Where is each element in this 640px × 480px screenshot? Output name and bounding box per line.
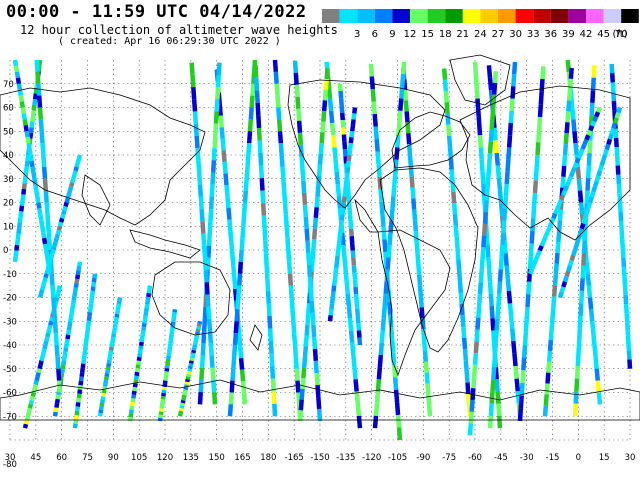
- lon-tick-label: -165: [285, 453, 304, 463]
- lon-tick-label: 165: [234, 453, 250, 463]
- lon-tick-label: -75: [442, 453, 456, 463]
- created-timestamp: ( created: Apr 16 06:29:30 UTC 2022 ): [58, 36, 281, 47]
- lon-tick-label: 180: [260, 453, 276, 463]
- lat-tick-label: 10: [3, 222, 14, 232]
- legend-label: 18: [439, 29, 452, 40]
- legend-swatch: [427, 9, 446, 23]
- lon-tick-label: 90: [108, 453, 119, 463]
- legend-label: 15: [421, 29, 434, 40]
- legend-label: 12: [404, 29, 417, 40]
- lat-tick-label: -30: [3, 317, 17, 327]
- lon-tick-label: -60: [468, 453, 482, 463]
- legend-label: 24: [474, 29, 487, 40]
- lat-tick-label: -80: [3, 460, 17, 470]
- legend-label: 30: [509, 29, 522, 40]
- lat-tick-label: -20: [3, 294, 17, 304]
- lon-tick-label: -45: [494, 453, 508, 463]
- legend-swatch: [410, 9, 428, 23]
- legend-label: 42: [580, 29, 593, 40]
- lon-tick-label: -15: [546, 453, 560, 463]
- lon-tick-label: -120: [362, 453, 381, 463]
- lat-tick-label: 30: [3, 175, 14, 185]
- lon-tick-label: 45: [30, 453, 41, 463]
- color-legend: 3 6 9 12 15 18 21 24 27 30 33 36 39 42 45 70(ft): [322, 9, 639, 40]
- lat-tick-label: 70: [3, 80, 14, 90]
- legend-swatch: [462, 9, 481, 23]
- lon-tick-label: 135: [183, 453, 199, 463]
- legend-swatch: [603, 9, 622, 23]
- legend-label: 39: [562, 29, 575, 40]
- legend-swatch: [621, 9, 639, 23]
- lon-tick-label: -135: [336, 453, 355, 463]
- legend-label: 6: [372, 29, 378, 40]
- legend-swatch: [445, 9, 463, 23]
- lon-tick-label: 150: [209, 453, 225, 463]
- lat-tick-label: -10: [3, 270, 17, 280]
- lon-tick-label: 15: [599, 453, 610, 463]
- lon-tick-label: 0: [576, 453, 581, 463]
- lon-tick-label: 120: [157, 453, 173, 463]
- legend-unit: (ft): [612, 29, 627, 40]
- legend-swatch: [515, 9, 534, 23]
- altimeter-tracks: [12, 59, 633, 441]
- legend-label: 33: [527, 29, 540, 40]
- coastlines: [0, 54, 640, 421]
- legend-swatch: [586, 9, 604, 23]
- legend-label: 3: [354, 29, 360, 40]
- lon-tick-label: 105: [131, 453, 147, 463]
- lon-tick-label: -90: [416, 453, 430, 463]
- legend-swatch: [374, 9, 393, 23]
- map-title: 00:00 - 11:59 UTC 04/14/2022: [6, 2, 307, 22]
- legend-label: 21: [456, 29, 469, 40]
- map-subtitle: 12 hour collection of altimeter wave hei…: [20, 23, 338, 37]
- lon-tick-label: 30: [5, 453, 16, 463]
- lon-tick-label: -150: [310, 453, 329, 463]
- legend-swatch: [480, 9, 498, 23]
- legend-swatch: [498, 9, 516, 23]
- lat-tick-label: 40: [3, 151, 14, 161]
- legend-label: 45: [597, 29, 610, 40]
- lon-tick-label: 30: [625, 453, 636, 463]
- lon-tick-label: -30: [520, 453, 534, 463]
- legend-label: 70: [615, 29, 628, 40]
- legend-swatch: [550, 9, 569, 23]
- legend-label: 9: [389, 29, 395, 40]
- lon-tick-label: 60: [56, 453, 67, 463]
- lat-tick-label: -50: [3, 365, 17, 375]
- lat-tick-label: 50: [3, 127, 14, 137]
- legend-label: 27: [492, 29, 505, 40]
- legend-swatch: [568, 9, 586, 23]
- legend-swatch: [322, 9, 340, 23]
- lat-tick-label: -40: [3, 341, 17, 351]
- legend-swatch: [339, 9, 358, 23]
- legend-swatch: [533, 9, 551, 23]
- lat-tick-label: 0: [3, 246, 8, 256]
- lon-tick-label: 75: [82, 453, 93, 463]
- lat-tick-label: -60: [3, 389, 17, 399]
- lat-tick-label: -70: [3, 412, 17, 422]
- lon-tick-label: -105: [388, 453, 407, 463]
- lat-tick-label: 20: [3, 199, 14, 209]
- legend-label: 36: [544, 29, 557, 40]
- lat-lon-grid: [9, 60, 631, 441]
- axis-labels: 30 45 60 75 90 105 120 135 150 165 180 -165 -150 -135…: [3, 80, 635, 470]
- legend-swatch: [357, 9, 375, 23]
- legend-swatch: [392, 9, 410, 23]
- lat-tick-label: 60: [3, 104, 14, 114]
